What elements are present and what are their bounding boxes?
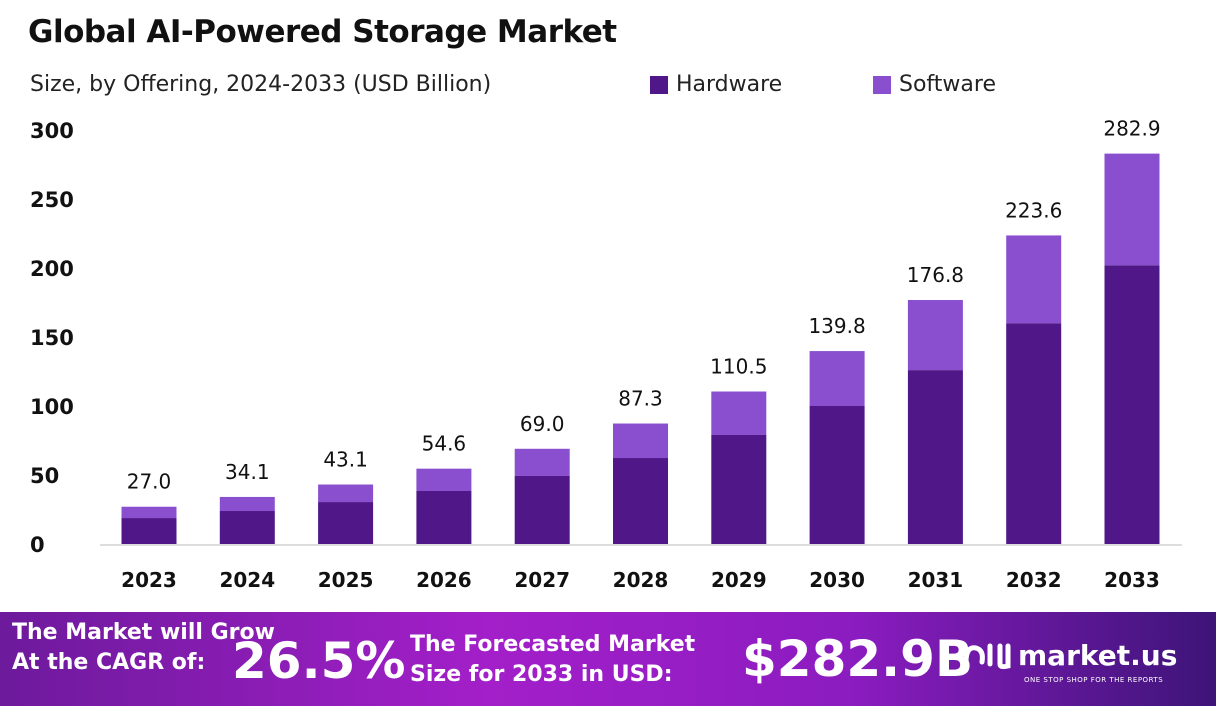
- bar-software-2033: [1104, 153, 1160, 266]
- bar-software-2024: [219, 496, 275, 512]
- y-tick-label: 150: [30, 326, 74, 350]
- cagr-label: The Market will Grow At the CAGR of:: [12, 618, 275, 678]
- x-tick-label: 2023: [121, 568, 177, 592]
- bar-hardware-2028: [613, 458, 668, 544]
- data-label-total: 54.6: [422, 432, 467, 456]
- cagr-label-line1: The Market will Grow: [12, 620, 275, 645]
- x-tick-label: 2032: [1006, 568, 1062, 592]
- y-tick-label: 50: [30, 464, 59, 488]
- legend-swatch-hardware: [650, 75, 668, 94]
- bar-hardware-2030: [809, 406, 865, 544]
- legend-label-software: Software: [899, 72, 996, 97]
- data-label-total: 282.9: [1103, 117, 1160, 141]
- data-label-total: 223.6: [1005, 198, 1062, 222]
- bar-software-2030: [809, 351, 865, 406]
- x-tick-label: 2030: [809, 568, 865, 592]
- forecast-label-line2: Size for 2033 in USD:: [410, 662, 673, 687]
- forecast-label: The Forecasted Market Size for 2033 in US…: [410, 630, 695, 690]
- x-tick-label: 2026: [416, 568, 472, 592]
- y-tick-label: 200: [30, 257, 74, 281]
- bar-hardware-2023: [121, 518, 177, 544]
- forecast-value: $282.9B: [742, 630, 974, 688]
- x-tick-label: 2029: [711, 568, 767, 592]
- x-tick-label: 2033: [1104, 568, 1160, 592]
- y-tick-label: 0: [30, 533, 45, 557]
- data-label-total: 34.1: [225, 460, 270, 484]
- legend-hardware: Hardware: [650, 72, 782, 97]
- bar-chart: 0 50 100 150 200 250 300 27.0 2023 34.1 2024 43.1 20…: [30, 117, 1182, 592]
- data-label-total: 176.8: [907, 263, 964, 287]
- bar-software-2029: [711, 391, 767, 435]
- chart-subtitle: Size, by Offering, 2024-2033 (USD Billio…: [30, 72, 492, 97]
- market-us-logo: market.us ONE STOP SHOP FOR THE REPORTS: [960, 638, 1178, 684]
- data-label-total: 69.0: [520, 412, 565, 436]
- bar-software-2026: [416, 468, 472, 492]
- bar-software-2031: [907, 300, 963, 371]
- cagr-label-line2: At the CAGR of:: [12, 650, 206, 675]
- bar-hardware-2025: [318, 502, 374, 544]
- data-label-total: 87.3: [618, 387, 663, 411]
- x-tick-label: 2025: [318, 568, 374, 592]
- logo-tagline: ONE STOP SHOP FOR THE REPORTS: [1024, 676, 1164, 684]
- data-label-total: 43.1: [323, 448, 368, 472]
- bar-software-2027: [514, 448, 570, 476]
- logo-text: market.us: [1018, 638, 1178, 672]
- x-tick-label: 2028: [613, 568, 669, 592]
- x-tick-label: 2024: [219, 568, 275, 592]
- legend-label-hardware: Hardware: [676, 72, 783, 97]
- y-tick-label: 100: [30, 395, 74, 419]
- bar-software-2028: [613, 423, 668, 459]
- logo-mark-icon: [963, 643, 1011, 670]
- x-tick-label: 2027: [514, 568, 570, 592]
- bar-hardware-2032: [1006, 323, 1062, 544]
- data-label-total: 110.5: [710, 355, 767, 379]
- data-label-total: 27.0: [127, 470, 172, 494]
- bar-hardware-2033: [1104, 265, 1160, 544]
- bar-hardware-2024: [219, 511, 275, 544]
- y-tick-label: 250: [30, 188, 74, 212]
- bar-software-2023: [121, 506, 177, 519]
- bar-hardware-2027: [514, 475, 570, 544]
- y-tick-label: 300: [30, 119, 74, 143]
- bar-hardware-2029: [711, 434, 767, 544]
- bar-hardware-2031: [907, 370, 963, 544]
- bar-software-2025: [318, 484, 374, 503]
- cagr-value: 26.5%: [232, 632, 406, 690]
- data-label-total: 139.8: [808, 314, 865, 338]
- chart-title: Global AI-Powered Storage Market: [28, 14, 617, 50]
- forecast-label-line1: The Forecasted Market: [410, 632, 696, 657]
- legend-swatch-software: [873, 75, 891, 94]
- x-tick-label: 2031: [908, 568, 964, 592]
- legend-software: Software: [873, 72, 996, 97]
- bar-hardware-2026: [416, 491, 472, 544]
- summary-banner: The Market will Grow At the CAGR of: 26.5…: [0, 612, 1216, 706]
- bar-software-2032: [1006, 235, 1062, 324]
